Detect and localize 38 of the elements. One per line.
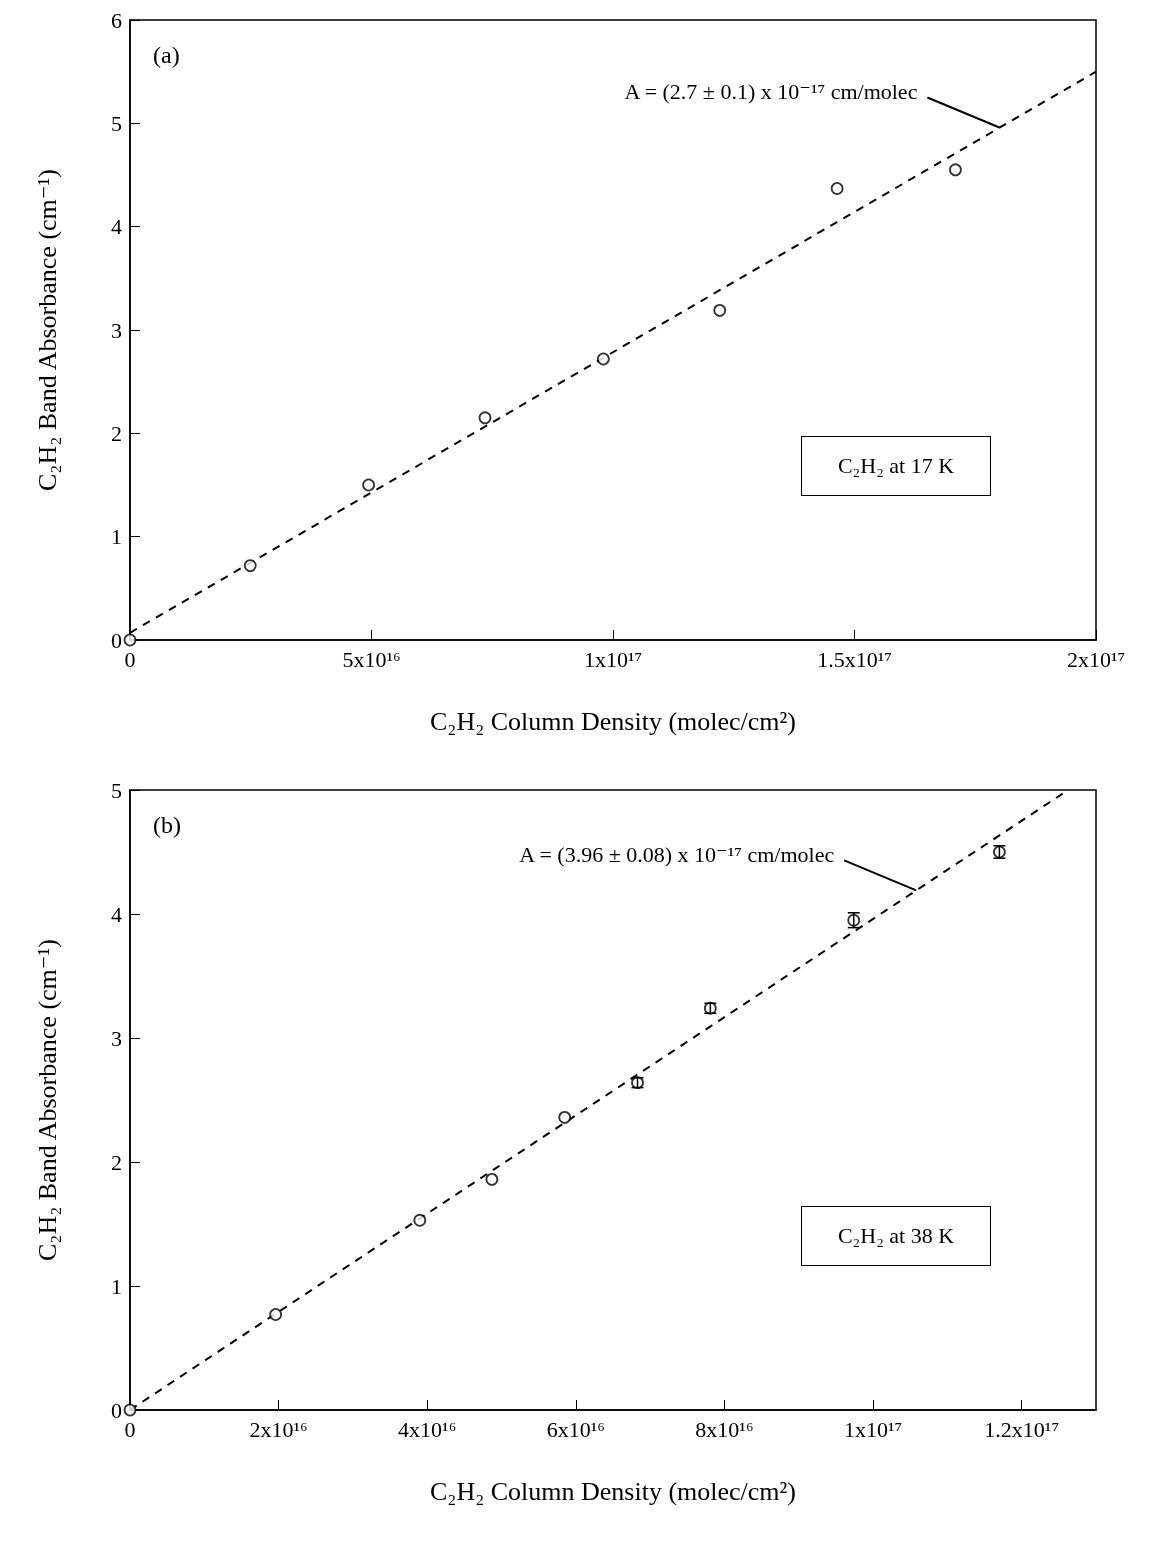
y-axis-title: C₂H₂ Band Absorbance (cm⁻¹) xyxy=(32,169,62,491)
x-tick-label: 8x10¹⁶ xyxy=(695,1416,754,1442)
y-tick-label: 2 xyxy=(111,420,122,446)
x-tick-label: 2x10¹⁶ xyxy=(249,1416,308,1442)
y-tick-label: 5 xyxy=(111,110,122,136)
x-tick-label: 1x10¹⁷ xyxy=(583,646,643,672)
x-tick-label: 1.2x10¹⁷ xyxy=(984,1416,1060,1442)
x-axis-title: C₂H₂ Column Density (molec/cm²) xyxy=(429,706,797,736)
y-tick-label: 1 xyxy=(111,1273,122,1299)
y-tick-label: 2 xyxy=(111,1149,122,1175)
point xyxy=(713,303,727,317)
annotation: A = (3.96 ± 0.08) x 10⁻¹⁷ cm/molec xyxy=(519,841,835,867)
y-tick-label: 5 xyxy=(111,777,122,803)
x-tick-label: 2x10¹⁷ xyxy=(1066,646,1126,672)
y-axis-title: C₂H₂ Band Absorbance (cm⁻¹) xyxy=(32,939,62,1261)
text: (a) xyxy=(153,42,180,68)
x-tick-label: 1.5x10¹⁷ xyxy=(817,646,892,672)
y-tick-label: 6 xyxy=(111,7,122,33)
point xyxy=(830,182,844,195)
x-tick-label: 4x10¹⁶ xyxy=(398,1416,457,1442)
point xyxy=(478,411,492,425)
x-tick-label: 6x10¹⁶ xyxy=(546,1416,605,1442)
point xyxy=(949,163,962,177)
x-tick-label: 1x10¹⁷ xyxy=(843,1416,903,1442)
text: (b) xyxy=(153,812,181,838)
x-tick-label: 5x10¹⁶ xyxy=(342,646,401,672)
y-tick-label: 4 xyxy=(111,214,122,240)
point xyxy=(362,478,375,492)
y-tick-label: 0 xyxy=(111,627,122,653)
y-tick-label: 3 xyxy=(111,1025,122,1051)
y-tick-label: 1 xyxy=(111,524,122,550)
annotation: A = (2.7 ± 0.1) x 10⁻¹⁷ cm/molec xyxy=(624,78,918,104)
point xyxy=(596,352,610,366)
y-tick-label: 0 xyxy=(111,1397,122,1423)
y-tick-label: 3 xyxy=(111,317,122,343)
point xyxy=(243,559,257,572)
x-axis-title: C₂H₂ Column Density (molec/cm²) xyxy=(429,1476,797,1506)
y-tick-label: 4 xyxy=(111,901,122,927)
